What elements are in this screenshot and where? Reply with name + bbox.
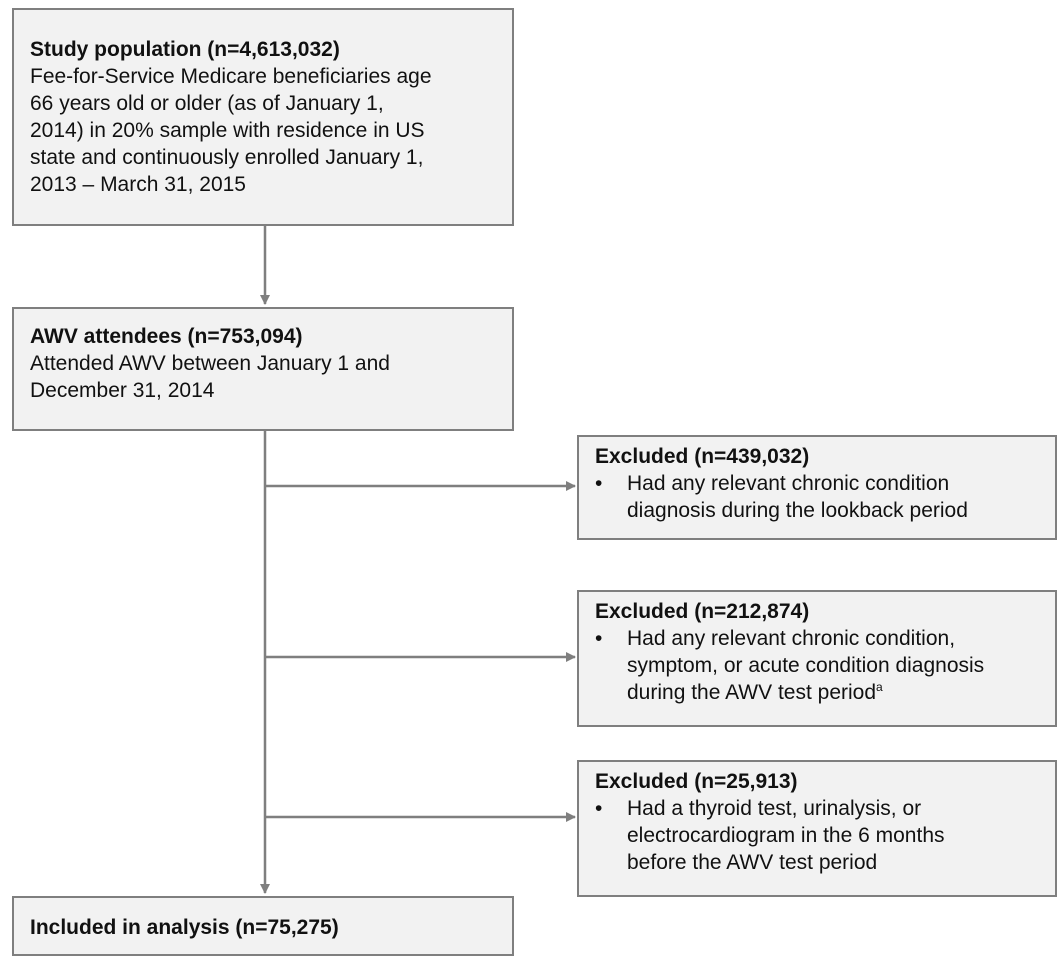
exclusion-box-prior-tests: Excluded (n=25,913) • Had a thyroid test… (577, 760, 1057, 897)
included-in-analysis-box: Included in analysis (n=75,275) (12, 896, 514, 956)
footnote-marker: a (876, 680, 883, 694)
exclusion-criterion: Had any relevant chronic condition diagn… (627, 472, 968, 522)
study-population-description: Fee-for-Service Medicare beneficiaries a… (30, 65, 432, 196)
exclusion-criterion-wrap: Had any relevant chronic condition, symp… (627, 625, 984, 706)
exclusion-criterion: Had any relevant chronic condition, symp… (627, 627, 985, 704)
study-population-box: Study population (n=4,613,032) Fee-for-S… (12, 8, 514, 226)
exclusion-title: Excluded (n=25,913) (595, 770, 798, 793)
exclusion-title: Excluded (n=439,032) (595, 445, 810, 468)
awv-attendees-title: AWV attendees (n=753,094) (30, 325, 303, 348)
exclusion-box-test-period: Excluded (n=212,874) • Had any relevant … (577, 590, 1057, 727)
awv-attendees-description: Attended AWV between January 1 and Decem… (30, 352, 390, 402)
study-population-title: Study population (n=4,613,032) (30, 38, 340, 61)
bullet-marker: • (595, 627, 603, 650)
bullet-marker: • (595, 797, 603, 820)
bullet-marker: • (595, 472, 603, 495)
exclusion-box-lookback: Excluded (n=439,032) • Had any relevant … (577, 435, 1057, 540)
exclusion-criterion: Had a thyroid test, urinalysis, or elect… (627, 797, 945, 874)
included-title: Included in analysis (n=75,275) (30, 916, 339, 939)
awv-attendees-box: AWV attendees (n=753,094) Attended AWV b… (12, 307, 514, 431)
exclusion-title: Excluded (n=212,874) (595, 600, 810, 623)
